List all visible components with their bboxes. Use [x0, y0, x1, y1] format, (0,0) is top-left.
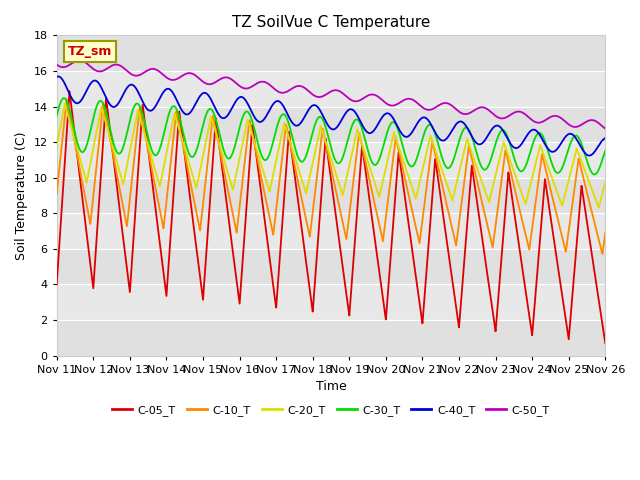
C-05_T: [454, 316, 461, 322]
C-40_T: [572, 135, 579, 141]
Bar: [57, 107, 605, 142]
C-10_T: [53, 191, 61, 197]
C-10_T: [469, 162, 477, 168]
C-30_T: [579, 143, 586, 149]
C-30_T: [591, 172, 598, 178]
C-30_T: [602, 148, 609, 154]
Bar: [57, 36, 605, 71]
Line: C-05_T: C-05_T: [57, 91, 605, 343]
C-50_T: [579, 121, 586, 127]
C-20_T: [53, 143, 61, 149]
C-10_T: [239, 172, 247, 178]
C-05_T: [572, 255, 579, 261]
Text: TZ_sm: TZ_sm: [68, 45, 112, 58]
C-05_T: [53, 282, 61, 288]
C-40_T: [579, 146, 586, 152]
C-20_T: [469, 154, 477, 160]
Bar: [57, 320, 605, 356]
C-10_T: [312, 178, 320, 184]
C-30_T: [60, 95, 68, 101]
Line: C-50_T: C-50_T: [57, 60, 605, 129]
C-05_T: [312, 259, 320, 264]
C-20_T: [595, 204, 603, 210]
C-30_T: [572, 132, 579, 138]
C-20_T: [454, 175, 461, 181]
C-50_T: [76, 58, 83, 63]
Line: C-40_T: C-40_T: [57, 76, 605, 156]
C-10_T: [602, 230, 609, 236]
Title: TZ SoilVue C Temperature: TZ SoilVue C Temperature: [232, 15, 430, 30]
C-50_T: [469, 108, 477, 114]
C-40_T: [312, 103, 320, 109]
C-20_T: [61, 101, 68, 107]
Y-axis label: Soil Temperature (C): Soil Temperature (C): [15, 131, 28, 260]
C-30_T: [469, 138, 477, 144]
C-05_T: [469, 173, 477, 179]
Line: C-20_T: C-20_T: [57, 104, 605, 207]
C-50_T: [312, 94, 320, 99]
C-40_T: [602, 135, 609, 141]
C-30_T: [53, 113, 61, 119]
C-40_T: [469, 136, 477, 142]
C-50_T: [572, 124, 579, 130]
C-10_T: [454, 229, 461, 235]
C-05_T: [66, 88, 74, 94]
Legend: C-05_T, C-10_T, C-20_T, C-30_T, C-40_T, C-50_T: C-05_T, C-10_T, C-20_T, C-30_T, C-40_T, …: [108, 401, 554, 420]
Line: C-30_T: C-30_T: [57, 98, 605, 175]
C-40_T: [454, 120, 461, 125]
C-20_T: [239, 138, 247, 144]
C-20_T: [312, 143, 320, 149]
X-axis label: Time: Time: [316, 380, 346, 393]
C-10_T: [579, 171, 586, 177]
C-50_T: [239, 85, 247, 91]
Line: C-10_T: C-10_T: [57, 99, 605, 254]
C-40_T: [586, 153, 593, 158]
C-05_T: [579, 188, 586, 194]
C-10_T: [572, 178, 579, 184]
Bar: [57, 249, 605, 285]
C-20_T: [572, 151, 579, 156]
C-05_T: [239, 251, 247, 256]
C-30_T: [239, 113, 247, 119]
C-20_T: [579, 161, 586, 167]
C-30_T: [454, 143, 461, 148]
C-50_T: [602, 126, 609, 132]
Bar: [57, 178, 605, 213]
C-30_T: [312, 118, 320, 124]
C-10_T: [63, 96, 70, 102]
C-40_T: [54, 73, 62, 79]
C-50_T: [53, 62, 61, 68]
C-05_T: [602, 340, 609, 346]
C-50_T: [454, 108, 461, 114]
C-40_T: [239, 95, 247, 100]
C-40_T: [53, 74, 61, 80]
C-20_T: [602, 180, 609, 185]
C-10_T: [598, 251, 606, 257]
